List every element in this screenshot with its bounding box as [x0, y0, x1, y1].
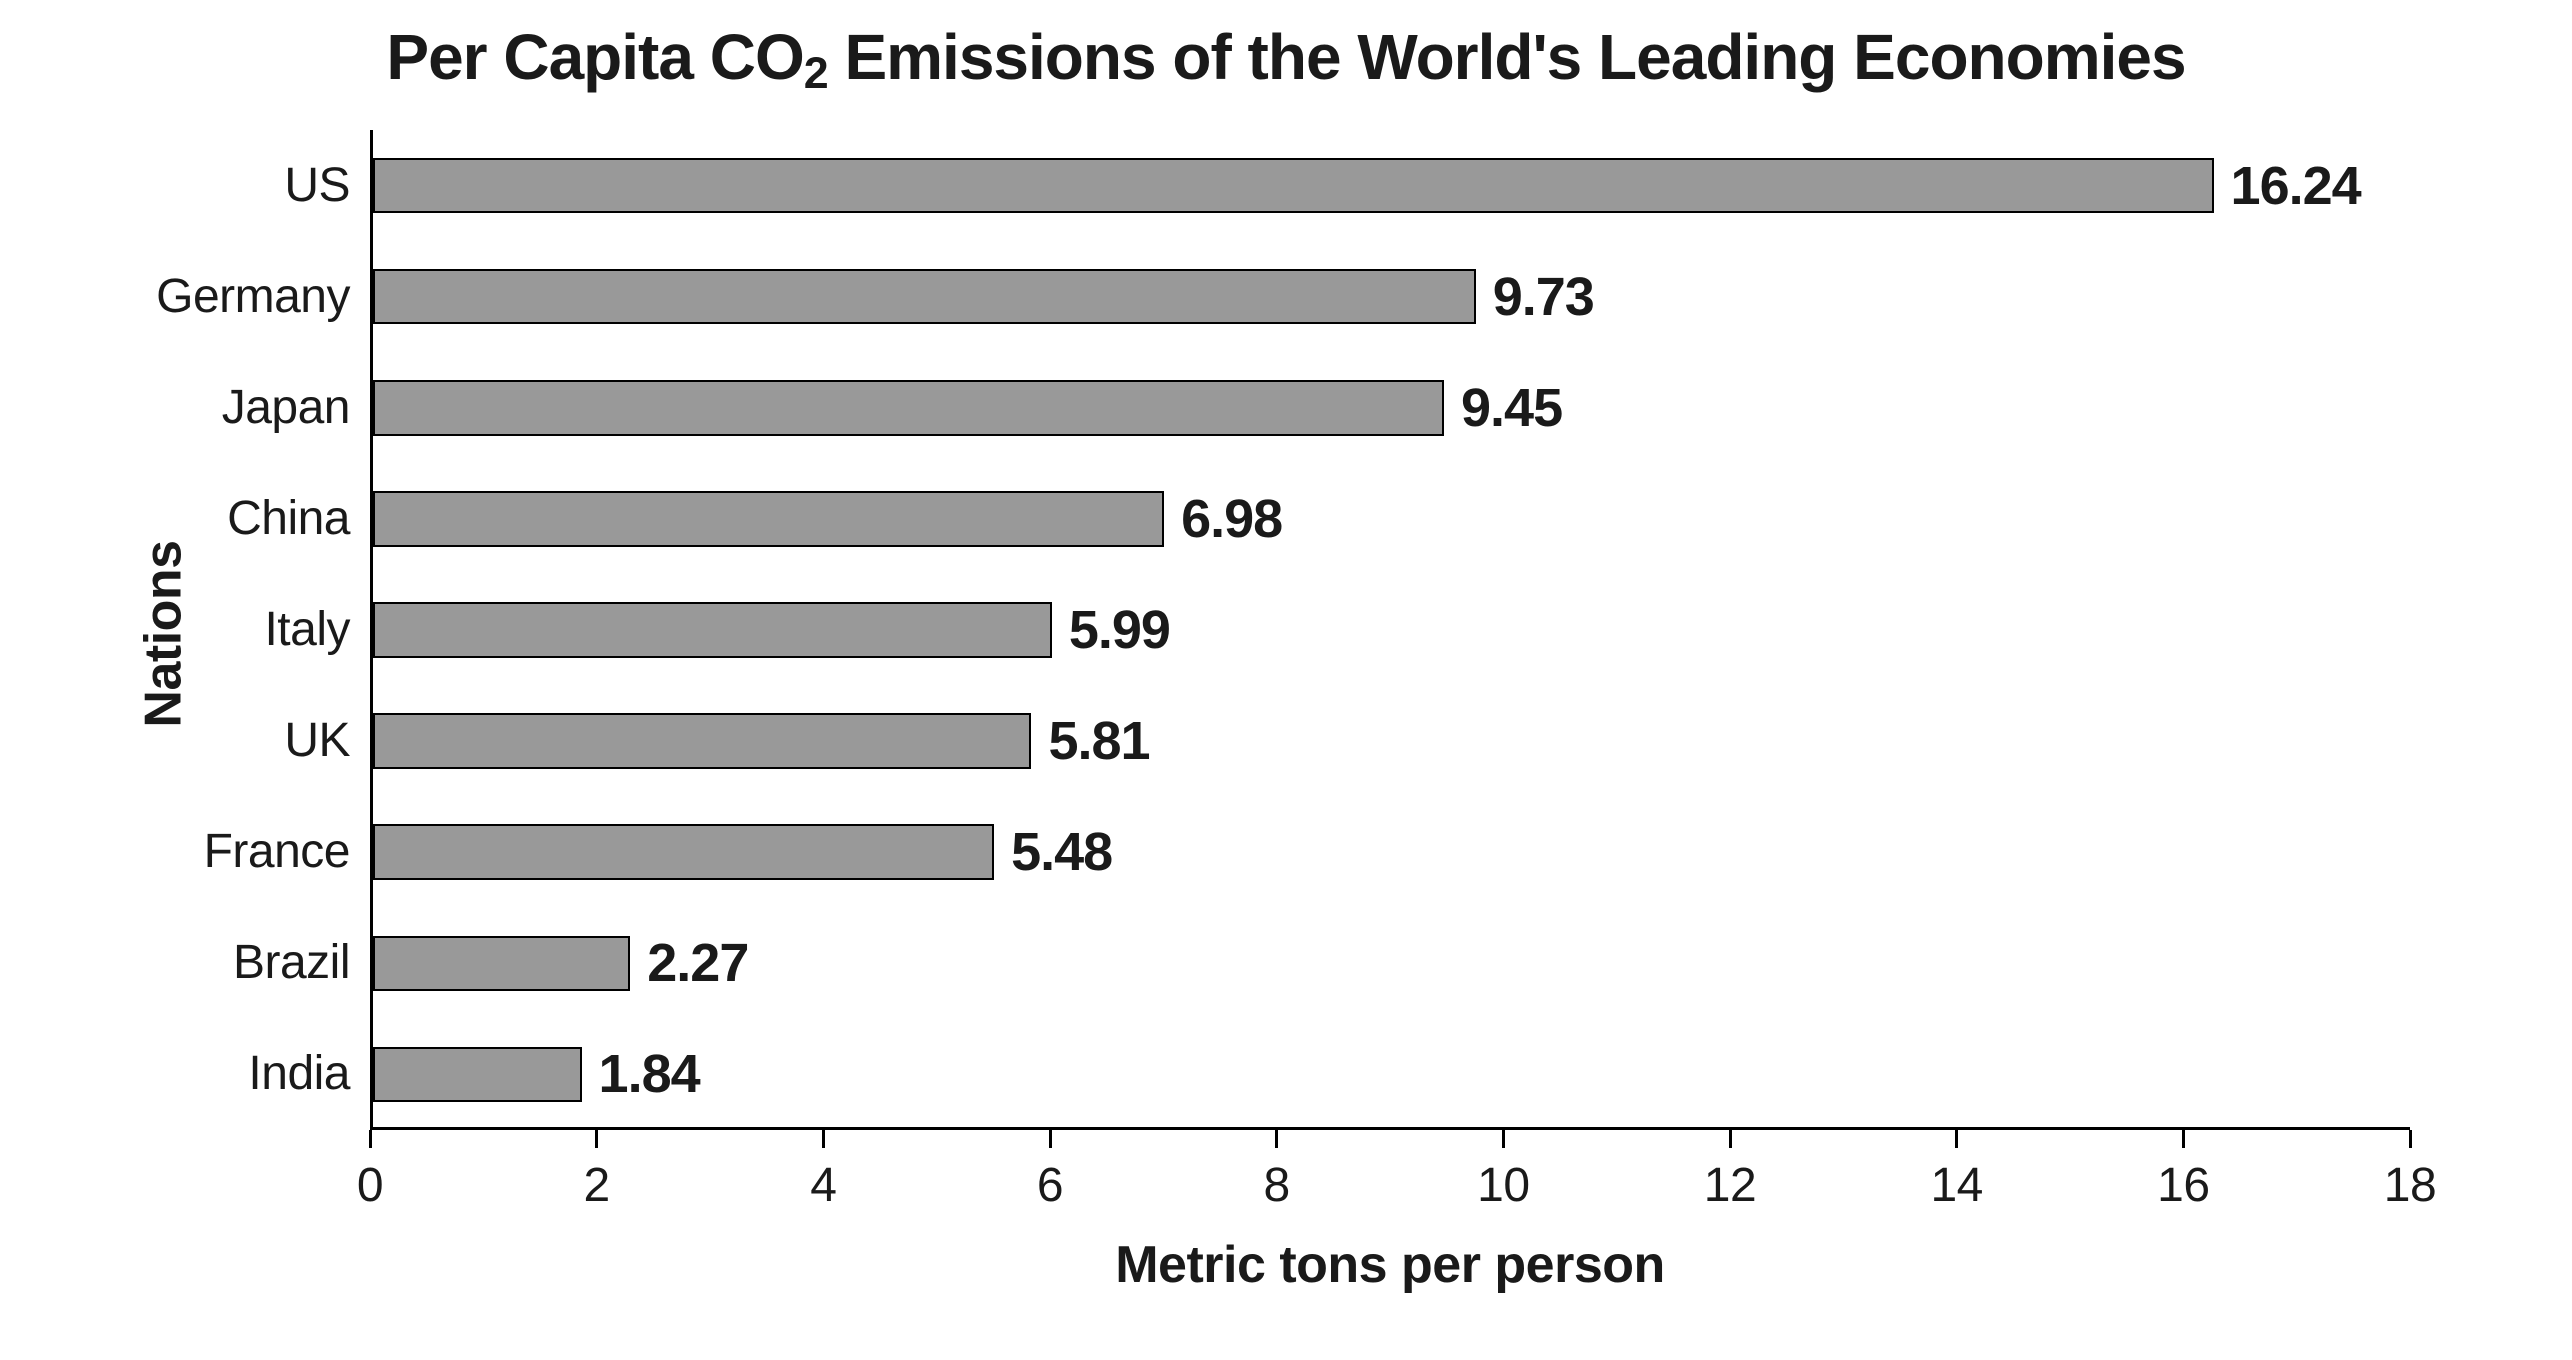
- category-label: US: [284, 158, 350, 213]
- x-tick: [2182, 1130, 2185, 1148]
- title-post: Emissions of the World's Leading Economi…: [828, 21, 2186, 93]
- bar: [373, 1047, 582, 1103]
- bar: [373, 824, 994, 880]
- value-label: 2.27: [647, 932, 748, 994]
- x-tick-label: 6: [1000, 1158, 1100, 1213]
- x-tick: [822, 1130, 825, 1148]
- x-tick: [1729, 1130, 1732, 1148]
- value-label: 5.81: [1048, 710, 1149, 772]
- x-axis-title: Metric tons per person: [370, 1235, 2410, 1295]
- x-tick-label: 8: [1227, 1158, 1327, 1213]
- x-tick-label: 18: [2360, 1158, 2460, 1213]
- y-axis-title: Nations: [134, 540, 194, 727]
- category-label: China: [227, 491, 350, 546]
- value-label: 9.73: [1493, 266, 1594, 328]
- x-tick: [1955, 1130, 1958, 1148]
- x-tick: [369, 1130, 372, 1148]
- category-label: Japan: [222, 380, 350, 435]
- chart-title: Per Capita CO2 Emissions of the World's …: [0, 20, 2572, 94]
- x-tick-label: 0: [320, 1158, 420, 1213]
- x-tick: [1049, 1130, 1052, 1148]
- x-tick-label: 4: [773, 1158, 873, 1213]
- x-tick-label: 16: [2133, 1158, 2233, 1213]
- x-tick: [1275, 1130, 1278, 1148]
- bar: [373, 713, 1031, 769]
- bar: [373, 158, 2214, 214]
- x-tick-label: 14: [1907, 1158, 2007, 1213]
- x-tick: [2409, 1130, 2412, 1148]
- value-label: 5.48: [1011, 821, 1112, 883]
- x-tick-label: 10: [1453, 1158, 1553, 1213]
- bar: [373, 380, 1444, 436]
- x-tick: [1502, 1130, 1505, 1148]
- bar: [373, 491, 1164, 547]
- title-pre: Per Capita CO: [386, 21, 803, 93]
- bar: [373, 602, 1052, 658]
- x-tick-label: 2: [547, 1158, 647, 1213]
- value-label: 5.99: [1069, 599, 1170, 661]
- plot-area: 16.249.739.456.985.995.815.482.271.84024…: [370, 130, 2410, 1130]
- category-label: UK: [284, 713, 350, 768]
- category-label: France: [204, 824, 350, 879]
- category-label: Italy: [264, 602, 350, 657]
- value-label: 9.45: [1461, 377, 1562, 439]
- value-label: 1.84: [599, 1043, 700, 1105]
- bar: [373, 269, 1476, 325]
- category-label: India: [248, 1046, 350, 1101]
- x-axis-line: [370, 1127, 2410, 1130]
- value-label: 6.98: [1181, 488, 1282, 550]
- value-label: 16.24: [2231, 155, 2361, 217]
- x-tick-label: 12: [1680, 1158, 1780, 1213]
- category-label: Germany: [156, 269, 350, 324]
- bar: [373, 936, 630, 992]
- title-sub: 2: [804, 48, 828, 98]
- category-label: Brazil: [233, 935, 350, 990]
- chart-container: Per Capita CO2 Emissions of the World's …: [0, 0, 2572, 1360]
- x-tick: [595, 1130, 598, 1148]
